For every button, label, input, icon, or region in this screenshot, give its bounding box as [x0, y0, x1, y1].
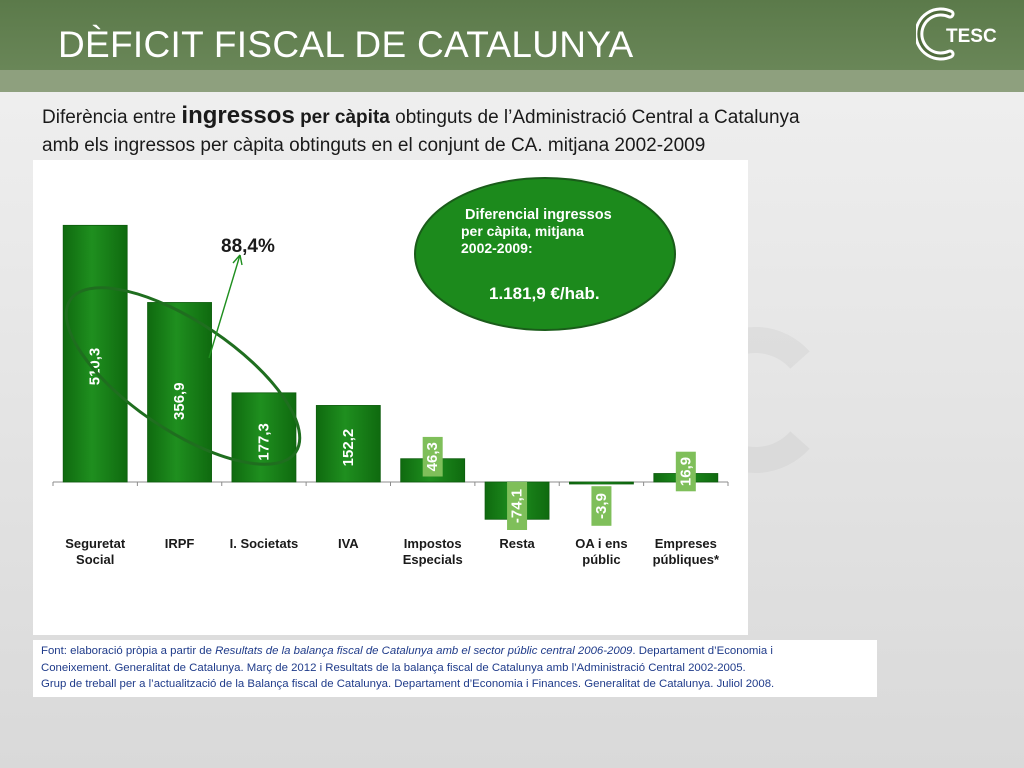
value-label: 177,3	[255, 423, 272, 461]
value-label-bg	[591, 486, 612, 526]
value-label: 46,3	[424, 442, 441, 471]
category-label: Resta	[499, 536, 535, 551]
category-label: Especials	[403, 552, 463, 567]
category-label: IVA	[338, 536, 359, 551]
category-label: Impostos	[404, 536, 462, 551]
callout-text: 2002-2009:	[461, 240, 533, 256]
bar-7	[569, 481, 634, 485]
logo-graphic: TESC	[914, 7, 997, 61]
value-label-bg	[422, 436, 443, 477]
bar-2	[147, 302, 212, 483]
value-label: 16,9	[677, 457, 694, 486]
value-label: -74,1	[509, 489, 526, 523]
category-label: OA i ens	[575, 536, 627, 551]
slide-title: DÈFICIT FISCAL DE CATALUNYA	[58, 24, 634, 65]
subtitle-emphasis: ingressos	[181, 102, 295, 129]
callout-value: 1.181,9 €/hab.	[489, 284, 600, 303]
logo-c-outline	[917, 10, 952, 58]
source-rest: . Departament d’Economia i	[632, 645, 773, 657]
value-label-bg	[507, 482, 528, 530]
bar-1	[62, 224, 128, 483]
highlight-ellipse	[64, 286, 302, 466]
subtitle-part4: obtinguts de l’Administració Central a C…	[389, 107, 800, 128]
callout-text: Diferencial ingressos	[465, 207, 612, 223]
category-label: I. Societats	[230, 536, 299, 551]
subtitle-per-capita: per càpita	[294, 107, 390, 128]
annotation-arrow-line	[208, 254, 241, 359]
category-label: Social	[76, 552, 114, 567]
source-line2: Coneixement. Generalitat de Catalunya. M…	[41, 661, 746, 674]
title-bar-band	[0, 70, 1024, 92]
value-label: 356,9	[171, 382, 188, 420]
source-prefix: Font: elaboració pròpia a partir de	[41, 645, 216, 657]
bar-4	[315, 405, 381, 483]
value-label: -3,9	[593, 493, 610, 519]
category-label: públic	[582, 552, 620, 567]
subtitle-line2: amb els ingressos per càpita obtinguts e…	[42, 135, 706, 156]
source-line3: Grup de treball per a l’actualització de…	[41, 678, 775, 690]
category-label: Empreses	[655, 536, 717, 551]
percent-annotation: 88,4%	[221, 236, 275, 257]
source-italic: Resultats de la balança fiscal de Catalu…	[215, 645, 633, 657]
ctesc-logo: TESC	[914, 6, 1012, 62]
category-label: Seguretat	[65, 536, 126, 551]
category-label: IRPF	[165, 536, 195, 551]
bar-3	[231, 392, 297, 483]
annotation-arrowhead	[232, 254, 243, 266]
value-label: 152,2	[340, 429, 357, 467]
chart-description: Diferència entre ingressos per càpita ob…	[42, 102, 1002, 160]
chart-panel: 510,3 Seguretat Social 356,9 IRPF 177,3 I. Soc…	[33, 160, 748, 635]
category-label: públiques*	[653, 552, 720, 567]
source-note: Font: elaboració pròpia a partir de Resu…	[33, 640, 877, 697]
value-label-bg	[675, 451, 696, 492]
logo-text: TESC	[946, 26, 997, 47]
callout-text: per càpita, mitjana	[461, 223, 584, 239]
callout-ellipse	[414, 177, 676, 331]
subtitle-part1: Diferència entre	[42, 107, 182, 128]
